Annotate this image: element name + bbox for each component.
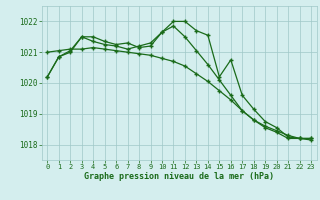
X-axis label: Graphe pression niveau de la mer (hPa): Graphe pression niveau de la mer (hPa) (84, 172, 274, 181)
